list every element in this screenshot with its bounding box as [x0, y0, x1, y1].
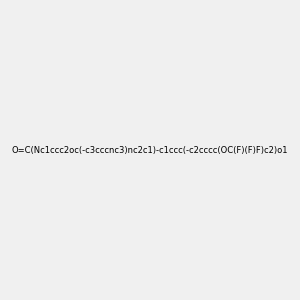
Text: O=C(Nc1ccc2oc(-c3cccnc3)nc2c1)-c1ccc(-c2cccc(OC(F)(F)F)c2)o1: O=C(Nc1ccc2oc(-c3cccnc3)nc2c1)-c1ccc(-c2…	[12, 146, 288, 154]
